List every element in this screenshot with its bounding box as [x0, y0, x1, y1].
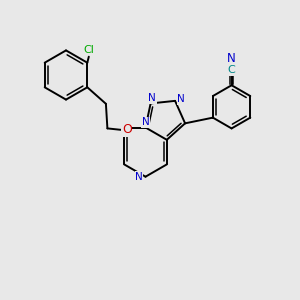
Text: O: O [122, 123, 132, 136]
Text: Cl: Cl [83, 45, 94, 55]
Text: N: N [148, 93, 156, 103]
Text: N: N [142, 117, 149, 127]
Text: N: N [227, 52, 236, 65]
Text: N: N [177, 94, 185, 104]
Text: N: N [135, 172, 143, 182]
Text: C: C [228, 65, 236, 75]
